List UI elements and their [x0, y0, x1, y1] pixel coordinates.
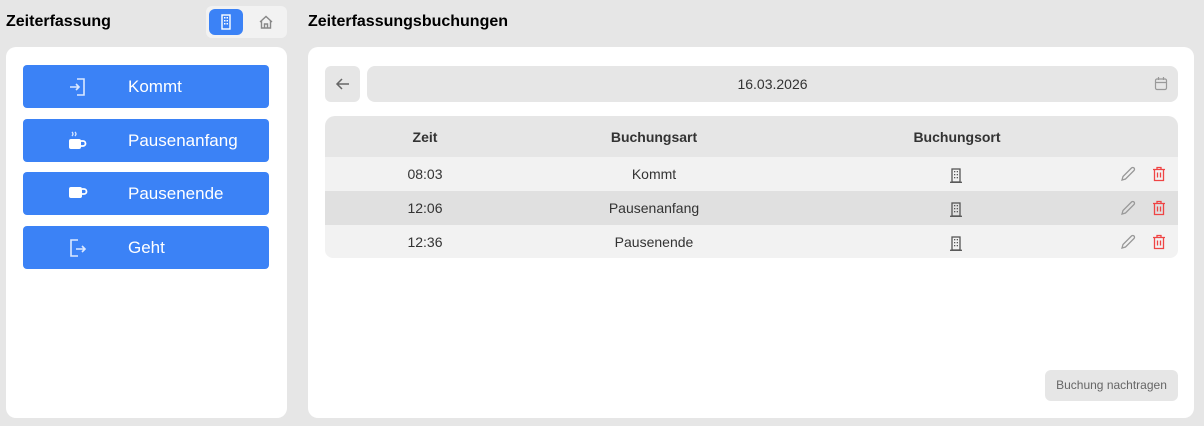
kommt-button[interactable]: Kommt [23, 65, 269, 108]
arrow-left-icon [335, 78, 349, 90]
home-toggle-button[interactable] [249, 9, 283, 35]
edit-pencil-icon[interactable] [1120, 200, 1136, 216]
building-icon [950, 202, 962, 217]
row-time: 12:36 [407, 234, 443, 250]
right-title: Zeiterfassungsbuchungen [308, 13, 509, 30]
login-icon [70, 78, 85, 96]
location-toggle [206, 6, 287, 38]
pausenende-button[interactable]: Pausenende [23, 172, 269, 215]
geht-button[interactable]: Geht [23, 226, 269, 269]
actions-card: Kommt Pausenanfang Pausenende Geht [6, 47, 287, 418]
header-zeit: Zeit [412, 129, 438, 145]
row-type: Kommt [631, 166, 677, 182]
left-title: Zeiterfassung [6, 13, 111, 30]
building-icon [950, 236, 962, 251]
delete-trash-icon[interactable] [1152, 234, 1166, 250]
coffee-icon [69, 187, 88, 198]
edit-pencil-icon[interactable] [1120, 234, 1136, 250]
coffee-hot-icon [69, 131, 87, 149]
calendar-icon[interactable] [1154, 76, 1168, 91]
row-type: Pausenende [614, 234, 694, 250]
bookings-card: 16.03.2026 Zeit Buchungsart Buchungsort … [308, 47, 1194, 418]
table-row: 12:36 Pausenende [325, 225, 1178, 258]
pausenende-label: Pausenende [128, 184, 224, 203]
header-buchungsort: Buchungsort [913, 129, 1001, 145]
row-time: 12:06 [407, 200, 443, 216]
kommt-label: Kommt [128, 77, 182, 96]
delete-trash-icon[interactable] [1152, 200, 1166, 216]
home-icon [259, 15, 273, 29]
edit-pencil-icon[interactable] [1120, 166, 1136, 182]
building-icon [221, 14, 231, 30]
table-header: Zeit Buchungsart Buchungsort [325, 116, 1178, 157]
date-field[interactable]: 16.03.2026 [367, 66, 1178, 102]
pausenanfang-button[interactable]: Pausenanfang [23, 119, 269, 162]
pausenanfang-label: Pausenanfang [128, 131, 238, 150]
table-row: 08:03 Kommt [325, 157, 1178, 191]
back-button[interactable] [325, 66, 360, 102]
building-icon [950, 168, 962, 183]
logout-icon [70, 239, 87, 257]
row-time: 08:03 [407, 166, 443, 182]
table-row: 12:06 Pausenanfang [325, 191, 1178, 225]
add-booking-button[interactable]: Buchung nachtragen [1045, 370, 1178, 401]
office-toggle-button[interactable] [209, 9, 243, 35]
header-buchungsart: Buchungsart [610, 129, 698, 145]
delete-trash-icon[interactable] [1152, 166, 1166, 182]
date-value: 16.03.2026 [737, 76, 808, 92]
geht-label: Geht [128, 238, 165, 257]
row-type: Pausenanfang [608, 200, 700, 216]
